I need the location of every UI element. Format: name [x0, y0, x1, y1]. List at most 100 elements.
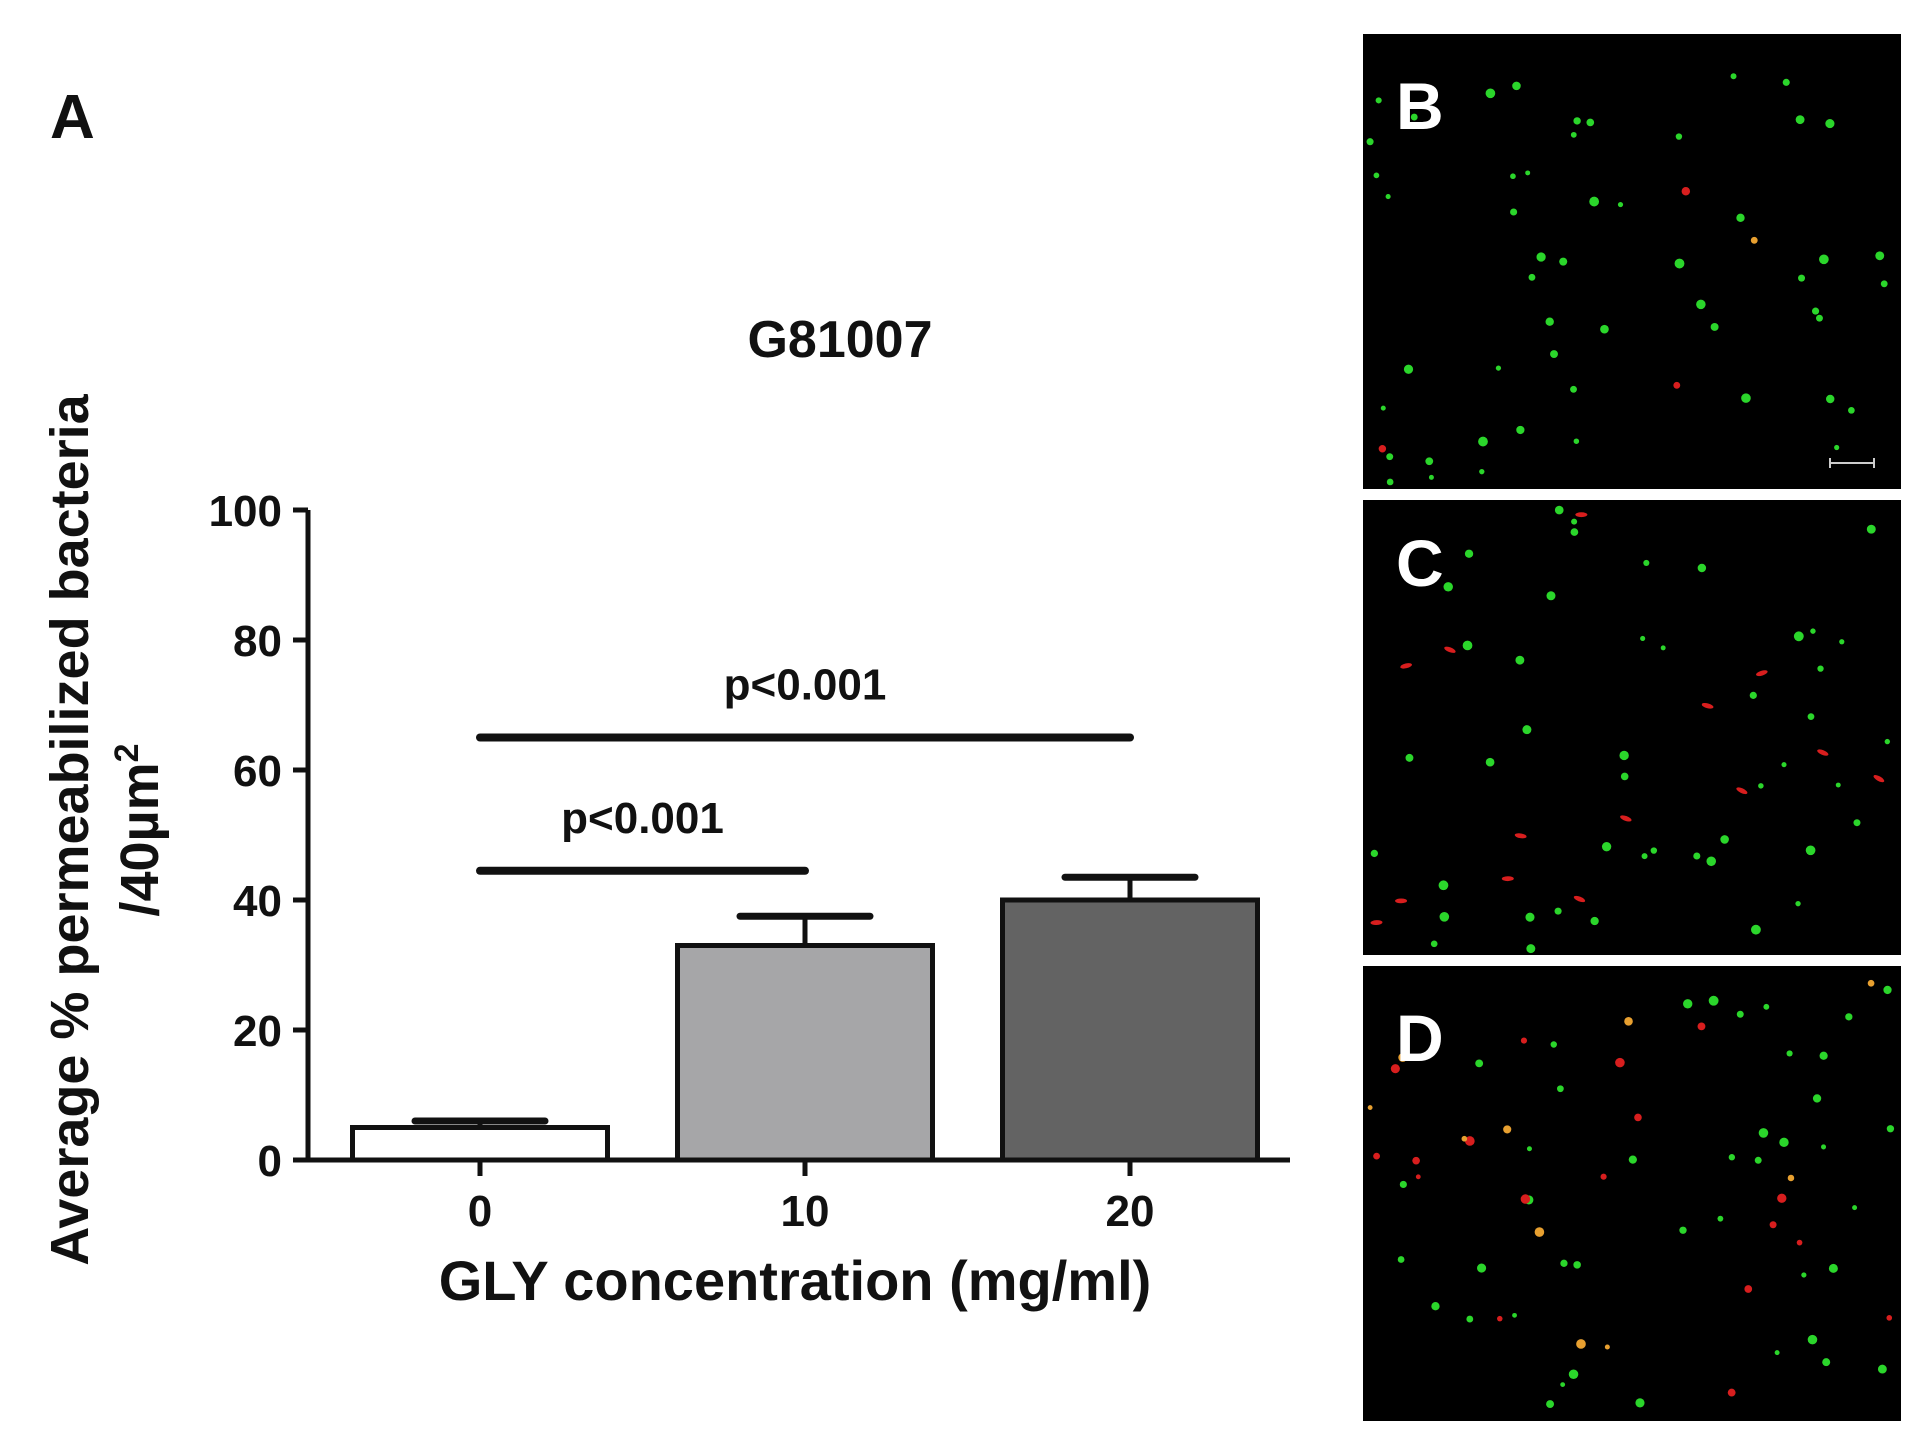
bacterium — [1693, 852, 1701, 860]
bacterium — [1465, 1136, 1475, 1146]
bacterium — [1877, 1364, 1887, 1374]
bacterium — [1425, 457, 1434, 466]
bacterium — [1795, 115, 1805, 125]
bacterium — [1485, 88, 1496, 99]
bacterium — [1825, 119, 1835, 129]
bacterium — [1485, 757, 1495, 767]
bacterium — [1573, 438, 1580, 444]
bacterium — [1796, 1239, 1803, 1246]
significance-label: p<0.001 — [724, 661, 887, 710]
bacterium — [1395, 898, 1408, 904]
bacterium — [1811, 307, 1820, 315]
bacterium — [1620, 815, 1632, 822]
bacterium — [1781, 762, 1787, 768]
bacterium — [1801, 1272, 1807, 1278]
bacterium — [1777, 1193, 1787, 1203]
bacterium — [1641, 853, 1648, 860]
scale-bar — [1829, 458, 1875, 468]
bacterium — [1883, 985, 1892, 995]
bacterium — [1807, 1334, 1818, 1345]
bacterium — [1736, 213, 1745, 223]
bacterium — [1525, 170, 1531, 176]
bacterium — [1736, 787, 1748, 795]
bacterium — [1697, 1022, 1706, 1031]
bacterium — [1805, 845, 1816, 856]
y-axis-label-line2: /40µm — [110, 762, 170, 916]
bacterium — [1604, 1344, 1610, 1350]
error-bars — [411, 873, 1199, 1128]
bacterium — [1559, 257, 1568, 266]
bacteria-dots-c — [1370, 505, 1891, 954]
y-tick-label: 100 — [209, 487, 282, 536]
bacterium — [1619, 750, 1629, 761]
bacterium — [1461, 1135, 1468, 1142]
bacterium — [1526, 1146, 1532, 1152]
bacterium — [1398, 1053, 1408, 1062]
bacterium — [1758, 783, 1764, 789]
bacterium — [1774, 1350, 1780, 1356]
micrograph-c: C — [1363, 500, 1901, 955]
bacterium — [1475, 1059, 1484, 1068]
bacterium — [1516, 425, 1525, 435]
bacterium — [1520, 1037, 1528, 1044]
bacterium — [1807, 713, 1815, 720]
bacterium — [1867, 979, 1875, 987]
bacterium — [1779, 1137, 1789, 1148]
bacterium — [1403, 364, 1414, 374]
bacterium — [1478, 436, 1488, 447]
bacterium — [1495, 365, 1502, 371]
bacterium — [1697, 563, 1707, 573]
panel-label-c: C — [1396, 526, 1444, 600]
bacterium — [1741, 393, 1751, 403]
bacterium — [1466, 1315, 1474, 1323]
bacterium — [1679, 1226, 1687, 1234]
bacterium — [1589, 196, 1600, 207]
bacterium — [1600, 324, 1609, 334]
bacterium — [1819, 254, 1829, 265]
y-tick-label: 40 — [233, 877, 282, 926]
bacterium — [1787, 1174, 1795, 1182]
bacterium — [1428, 474, 1434, 480]
bacterium — [1600, 1173, 1607, 1180]
bacterium — [1617, 202, 1624, 208]
bacterium — [1634, 1113, 1642, 1122]
bacterium — [1782, 78, 1790, 86]
bacterium — [1515, 655, 1525, 665]
y-axis-label-superscript: 2 — [108, 743, 146, 762]
bacterium — [1839, 639, 1845, 645]
bacterium — [1601, 842, 1612, 852]
bacterium — [1675, 133, 1683, 140]
bacterium — [1674, 258, 1685, 269]
bacterium — [1557, 1085, 1564, 1093]
bacterium — [1866, 524, 1876, 534]
bacterium — [1821, 1144, 1827, 1150]
bacterium — [1501, 876, 1514, 882]
bacterium — [1370, 849, 1379, 858]
bacterium — [1650, 847, 1658, 854]
bacterium — [1769, 1221, 1777, 1229]
significance-annotations: p<0.001 p<0.001 — [476, 661, 1134, 875]
bacterium — [1744, 1285, 1753, 1293]
svg-text:/40µm2: /40µm2 — [108, 743, 170, 916]
bacterium — [1370, 920, 1383, 925]
bacterium — [1750, 236, 1758, 244]
bacterium — [1573, 1261, 1581, 1269]
bacterium — [1848, 406, 1855, 414]
bacterium — [1727, 1388, 1736, 1397]
panel-label-b: B — [1396, 69, 1444, 143]
bacterium — [1510, 208, 1518, 216]
bacterium — [1399, 1180, 1407, 1189]
x-tick-label: 20 — [1106, 1187, 1155, 1236]
bacterium — [1886, 1315, 1893, 1321]
bacterium — [1528, 273, 1536, 281]
bacterium — [1635, 1398, 1645, 1408]
bacterium — [1817, 749, 1829, 756]
bacterium — [1628, 1155, 1637, 1164]
bar-0 — [350, 1125, 610, 1163]
bacterium — [1512, 1312, 1517, 1318]
bacterium — [1497, 1315, 1503, 1322]
x-tick-label: 10 — [781, 1187, 830, 1236]
bacterium — [1736, 1010, 1744, 1018]
bacterium — [1822, 1358, 1831, 1367]
